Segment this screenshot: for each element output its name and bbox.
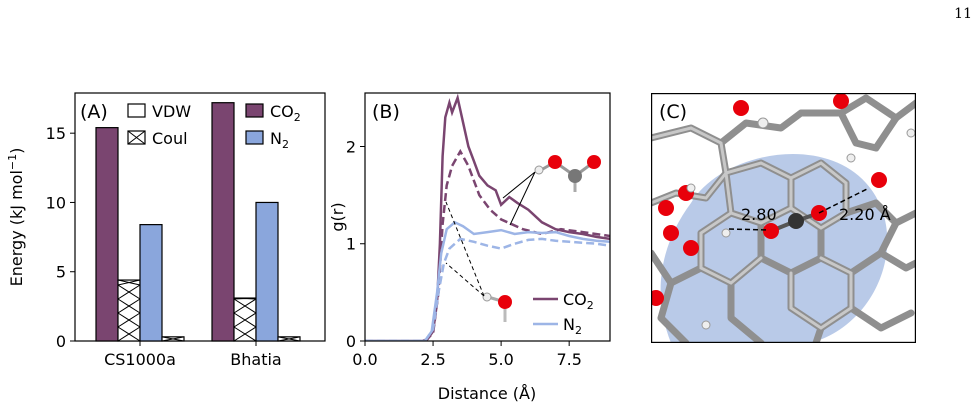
- y-tick-label: 15: [46, 124, 66, 143]
- series-line-n2-dashed: [365, 237, 610, 341]
- bar-hatch-co2-coul-cs1000a: [117, 279, 141, 342]
- panel-c-molecular-render: 2.80 2.20 Å (C): [651, 93, 916, 343]
- page-number: 11: [954, 6, 972, 22]
- legend-co2-label: CO2: [270, 102, 301, 124]
- legend-n2-label-b: N2: [563, 315, 582, 337]
- water-pointer-lines: [445, 201, 485, 297]
- panel-c-label: (C): [659, 101, 687, 123]
- legend-coul-hatch: [127, 130, 146, 145]
- y-tick-label: 5: [56, 263, 66, 282]
- y-tick-label: 0: [346, 332, 356, 351]
- oxygen-atoms: [651, 93, 916, 330]
- legend-co2-label-b: CO2: [563, 290, 594, 312]
- legend-vdw-swatch: [127, 103, 146, 118]
- bar-n2-vdw-bhatia: [255, 201, 279, 342]
- panel-a-y-axis-label: Energy (kJ mol−1): [6, 148, 26, 287]
- panel-b-rdf-line-chart: 0.0 2.5 5.0 7.5 0 1 2 (B) Distance (Å) g(r) CO…: [328, 92, 611, 403]
- y-tick-label: 2: [346, 137, 356, 156]
- y-tick-label: 10: [46, 193, 66, 212]
- panel-c-frame: [651, 93, 916, 343]
- y-tick-label: 0: [56, 332, 66, 351]
- bar-hatch-n2-coul-cs1000a: [161, 336, 185, 342]
- panel-a-plot-frame: [74, 92, 326, 342]
- panel-b-plot-frame: [364, 92, 611, 342]
- panel-b-x-axis-label: Distance (Å): [438, 384, 536, 403]
- bar-hatch-n2-coul-bhatia: [277, 336, 301, 342]
- series-line-co2-dashed: [365, 148, 610, 341]
- panel-a-label: (A): [80, 101, 108, 123]
- bar-hatch-co2-coul-bhatia: [233, 297, 257, 342]
- co2-molecule-icon: [534, 155, 601, 192]
- series-line-n2-solid: [365, 220, 610, 341]
- legend-vdw-label: VDW: [152, 102, 191, 121]
- x-tick-label: 7.5: [556, 350, 581, 369]
- bar-n2-vdw-cs1000a: [139, 224, 163, 342]
- x-tick-label: 5.0: [488, 350, 513, 369]
- bar-co2-vdw-bhatia: [211, 102, 235, 342]
- legend-n2-label: N2: [270, 129, 289, 151]
- pore-surface: [660, 154, 888, 343]
- h-bond-lines: [728, 187, 870, 231]
- x-tick-label: 0.0: [352, 350, 377, 369]
- water-molecule-icon: [482, 292, 512, 322]
- x-tick-label: CS1000a: [104, 350, 176, 369]
- legend-coul-label: Coul: [152, 129, 188, 148]
- y-tick-label: 1: [346, 235, 356, 254]
- distance-label-1: 2.80: [741, 205, 777, 224]
- x-tick-label: Bhatia: [230, 350, 281, 369]
- bar-co2-vdw-cs1000a: [95, 127, 119, 342]
- panel-b-label: (B): [372, 101, 400, 123]
- legend-co2-swatch: [245, 103, 264, 118]
- co2-pointer-lines: [502, 171, 536, 226]
- legend-n2-swatch: [245, 130, 264, 145]
- panel-b-y-axis-label: g(r): [328, 202, 347, 231]
- co2-guest-molecule: [763, 205, 827, 239]
- x-tick-label: 2.5: [420, 350, 445, 369]
- distance-label-2: 2.20 Å: [839, 205, 891, 224]
